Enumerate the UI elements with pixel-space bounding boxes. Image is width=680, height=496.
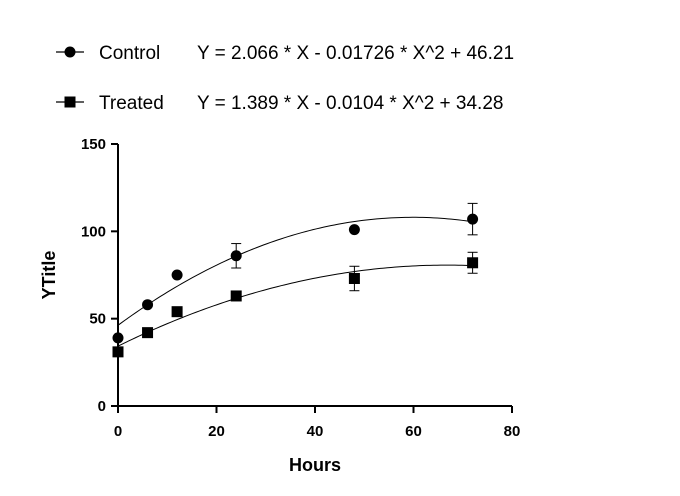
legend-item-treated: Treated Y = 1.389 * X - 0.0104 * X^2 + 3…: [56, 93, 503, 114]
x-tick-label: 40: [307, 423, 324, 440]
point-control: [348, 224, 360, 236]
point-treated: [230, 290, 242, 302]
legend-label-control: Control: [99, 43, 160, 64]
x-tick-label: 0: [114, 423, 122, 440]
x-axis: 0 20 40 60 80: [114, 405, 521, 440]
y-tick-label: 0: [98, 398, 106, 415]
y-axis: 0 50 100 150: [81, 136, 119, 415]
fit-curves: [117, 216, 473, 347]
point-treated: [467, 257, 479, 269]
point-treated: [171, 306, 183, 318]
point-control: [112, 332, 124, 344]
y-tick-label: 150: [81, 136, 106, 153]
legend: Control Y = 2.066 * X - 0.01726 * X^2 + …: [56, 43, 514, 114]
x-tick-label: 20: [208, 423, 225, 440]
point-control: [467, 213, 479, 225]
legend-item-control: Control Y = 2.066 * X - 0.01726 * X^2 + …: [56, 43, 514, 64]
point-treated: [348, 272, 360, 284]
y-tick-label: 50: [89, 311, 106, 328]
legend-label-treated: Treated: [99, 93, 164, 114]
legend-marker-treated: [64, 96, 76, 108]
x-axis-title: Hours: [289, 455, 341, 475]
legend-marker-control: [64, 46, 76, 58]
y-tick-label: 100: [81, 223, 106, 240]
point-control: [230, 250, 242, 262]
legend-equation-treated: Y = 1.389 * X - 0.0104 * X^2 + 34.28: [197, 93, 503, 114]
legend-equation-control: Y = 2.066 * X - 0.01726 * X^2 + 46.21: [197, 43, 514, 64]
fit-curve-control: [117, 216, 473, 326]
point-treated: [112, 346, 124, 358]
point-control: [142, 299, 154, 311]
point-treated: [142, 327, 154, 339]
fit-curve-treated: [117, 264, 473, 347]
data-points: [112, 213, 479, 358]
y-axis-title: YTitle: [39, 251, 59, 300]
x-tick-label: 80: [504, 423, 521, 440]
x-tick-label: 60: [405, 423, 422, 440]
point-control: [171, 269, 183, 281]
